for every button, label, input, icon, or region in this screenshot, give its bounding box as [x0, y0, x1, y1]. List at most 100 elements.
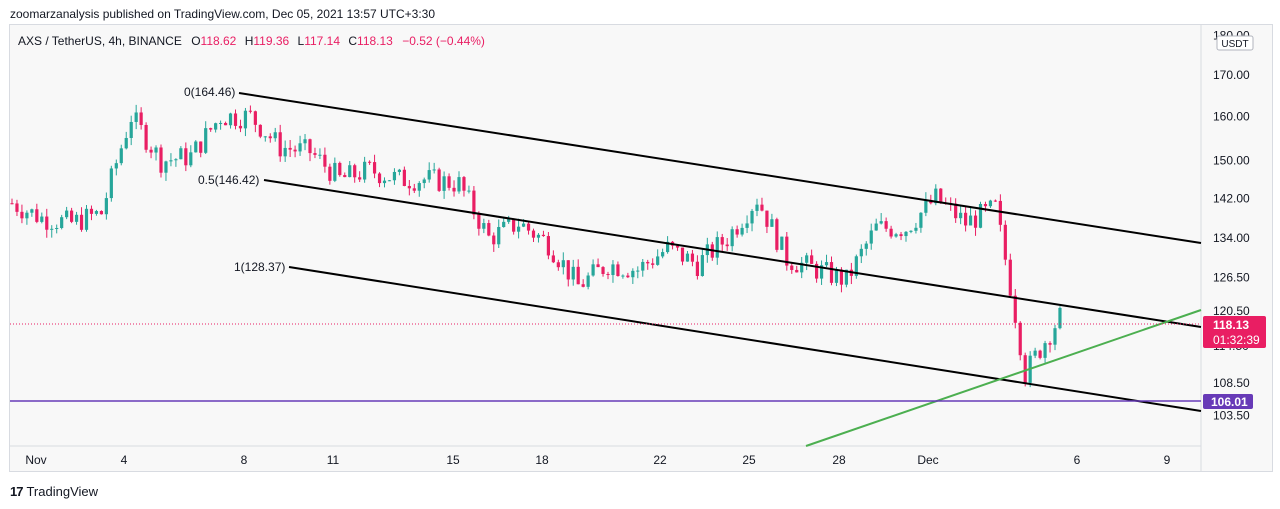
candle-body [621, 275, 625, 277]
footer: 17 TradingView [10, 484, 98, 499]
candle-body [815, 263, 819, 279]
candle-body [507, 218, 511, 222]
candle-body [919, 212, 923, 228]
candle-body [700, 255, 704, 277]
tradingview-logo-icon: 17 [10, 484, 24, 499]
candle-body [134, 112, 138, 122]
candle-body [839, 269, 844, 285]
candle-body [487, 223, 491, 236]
chart-frame[interactable] [9, 24, 1273, 472]
legend-symbol: AXS / TetherUS, 4h, BINANCE [18, 34, 182, 48]
fib-label-0: 0(164.46) [184, 85, 235, 99]
price-axis-tick: 170.00 [1213, 68, 1250, 82]
legend-low: 117.14 [304, 34, 340, 48]
candle-body [1008, 259, 1012, 296]
candle-body [695, 261, 699, 277]
price-axis-tick: 103.50 [1213, 408, 1250, 422]
publisher-line: zoomarzanalysis published on TradingView… [10, 7, 436, 21]
candle-body [904, 231, 908, 237]
time-axis[interactable]: Nov 4 8 11 15 18 22 25 28 Dec 6 9 [25, 453, 1170, 467]
candle-body [253, 111, 257, 125]
legend-close: 118.13 [357, 34, 393, 48]
legend-change: −0.52 (−0.44%) [402, 34, 485, 48]
candle-body [810, 255, 814, 264]
candle-body [859, 248, 863, 257]
candle-body [377, 173, 382, 184]
candle-body [685, 253, 690, 262]
candle-body [159, 147, 163, 173]
candle-body [656, 256, 660, 265]
candle-body [417, 183, 421, 191]
price-tag: 118.13 01:32:39 [1203, 316, 1266, 348]
candle-body [725, 244, 729, 247]
candle-body [517, 226, 521, 232]
candle-body [606, 273, 610, 276]
candle-body [184, 148, 188, 166]
candle-body [666, 241, 670, 253]
candle-body [99, 211, 103, 215]
candle-body [889, 228, 893, 237]
candle-body [785, 236, 789, 266]
candle-body [934, 188, 938, 204]
candle-body [348, 165, 352, 178]
legend-l-label: L [298, 34, 305, 48]
legend-c-label: C [348, 34, 357, 48]
trend-line[interactable] [805, 309, 1202, 447]
candle-body [368, 161, 372, 163]
candle-body [194, 141, 198, 153]
candle-body [248, 110, 252, 112]
fib-label-0.5: 0.5(146.42) [198, 173, 259, 187]
candle-body [1053, 328, 1057, 345]
candle-body [834, 269, 839, 283]
candles-layer [10, 104, 1062, 388]
candle-body [795, 269, 799, 273]
candle-body [1048, 343, 1052, 345]
candle-body [954, 203, 958, 219]
candle-body [94, 211, 99, 214]
candle-body [30, 209, 34, 213]
candle-body [909, 230, 913, 232]
time-axis-tick: 18 [535, 453, 549, 467]
candle-body [740, 227, 744, 235]
candle-body [55, 227, 59, 229]
candle-body [924, 199, 928, 213]
candle-body [1038, 350, 1042, 358]
candle-body [512, 218, 516, 232]
price-axis-tick: 108.50 [1213, 376, 1250, 390]
footer-brand: TradingView [26, 484, 99, 499]
candle-body [675, 245, 680, 248]
time-axis-tick: Dec [917, 453, 938, 467]
candle-body [482, 223, 486, 229]
price-axis[interactable]: 180.00170.00160.00150.00142.00134.00126.… [1213, 29, 1250, 423]
candle-body [432, 169, 436, 171]
candle-body [750, 210, 754, 224]
candle-body [631, 270, 635, 278]
candle-body [790, 265, 794, 270]
candle-body [119, 148, 123, 164]
candle-body [720, 237, 724, 245]
candle-body [968, 215, 973, 226]
candle-body [50, 228, 54, 230]
candle-body [358, 177, 362, 180]
candle-body [243, 110, 248, 129]
fib-channel[interactable]: 0(164.46) 0.5(146.42) 1(128.37) [184, 85, 1202, 412]
price-axis-tick: 142.00 [1213, 191, 1250, 205]
candle-body [104, 198, 108, 215]
candle-body [988, 200, 993, 207]
candle-body [646, 261, 650, 264]
candle-body [308, 139, 312, 154]
candle-body [154, 147, 158, 153]
candle-body [139, 112, 143, 125]
time-axis-tick: 28 [832, 453, 846, 467]
time-axis-tick: 9 [1164, 453, 1171, 467]
candle-body [79, 214, 84, 230]
time-axis-tick: 25 [742, 453, 756, 467]
candle-body [437, 169, 441, 191]
candle-body [268, 136, 272, 139]
line-tag: 106.01 [1203, 394, 1253, 409]
candle-body [397, 169, 401, 172]
candle-body [70, 210, 74, 222]
candle-body [641, 261, 645, 271]
candle-body [1043, 343, 1047, 358]
